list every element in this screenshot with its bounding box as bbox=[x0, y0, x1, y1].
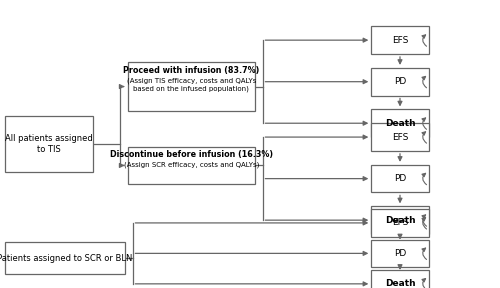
Text: PD: PD bbox=[394, 77, 406, 86]
FancyBboxPatch shape bbox=[128, 147, 255, 184]
Text: All patients assigned
to TIS: All patients assigned to TIS bbox=[5, 134, 92, 154]
FancyBboxPatch shape bbox=[371, 109, 429, 137]
Text: EFS: EFS bbox=[392, 36, 408, 45]
FancyBboxPatch shape bbox=[371, 26, 429, 54]
Text: Death: Death bbox=[384, 119, 416, 128]
Text: Death: Death bbox=[384, 216, 416, 225]
FancyBboxPatch shape bbox=[371, 270, 429, 288]
FancyBboxPatch shape bbox=[5, 116, 92, 172]
Text: Discontinue before infusion (16.3%): Discontinue before infusion (16.3%) bbox=[110, 150, 273, 159]
FancyBboxPatch shape bbox=[371, 240, 429, 267]
Text: PD: PD bbox=[394, 174, 406, 183]
Text: Death: Death bbox=[384, 279, 416, 288]
Text: (Assign SCR efficacy, costs and QALYs): (Assign SCR efficacy, costs and QALYs) bbox=[124, 162, 259, 168]
FancyBboxPatch shape bbox=[128, 62, 255, 111]
Text: Proceed with infusion (83.7%): Proceed with infusion (83.7%) bbox=[123, 67, 260, 75]
Text: Patients assigned to SCR or BLN: Patients assigned to SCR or BLN bbox=[0, 254, 132, 263]
FancyBboxPatch shape bbox=[371, 209, 429, 237]
FancyBboxPatch shape bbox=[371, 123, 429, 151]
FancyBboxPatch shape bbox=[371, 68, 429, 96]
FancyBboxPatch shape bbox=[5, 242, 125, 274]
Text: EFS: EFS bbox=[392, 132, 408, 142]
Text: (Assign TIS efficacy, costs and QALYs
based on the infused population): (Assign TIS efficacy, costs and QALYs ba… bbox=[126, 77, 256, 92]
FancyBboxPatch shape bbox=[371, 206, 429, 234]
Text: PD: PD bbox=[394, 249, 406, 258]
Text: EFS: EFS bbox=[392, 218, 408, 228]
FancyBboxPatch shape bbox=[371, 165, 429, 192]
